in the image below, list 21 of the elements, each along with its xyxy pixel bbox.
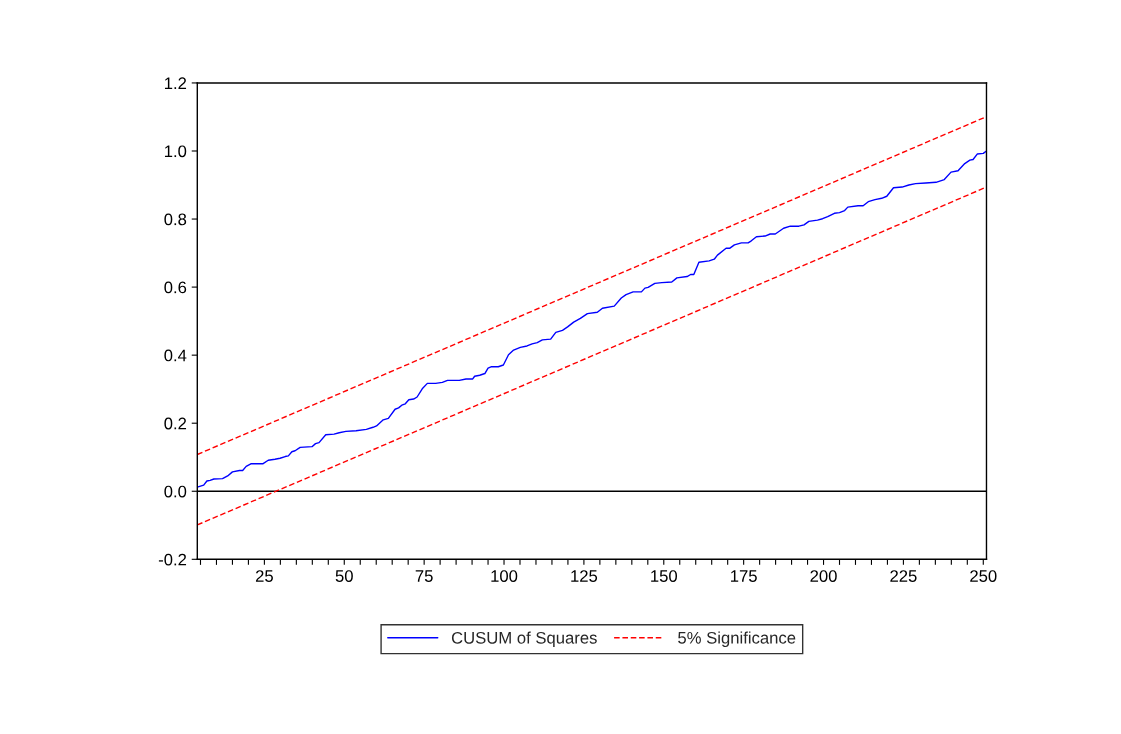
x-tick-label: 200: [810, 570, 837, 582]
y-tick-label: 1.0: [164, 145, 187, 158]
x-tick-label: 175: [731, 570, 757, 582]
x-tick-label: 225: [890, 570, 917, 582]
y-tick-label: 0.0: [164, 485, 187, 498]
y-tick-label: 0.8: [164, 213, 187, 226]
y-tick-label: 0.2: [164, 417, 187, 430]
y-tick-label: 0.6: [164, 281, 187, 294]
x-tick-label: 150: [651, 570, 678, 582]
x-tick-label: 125: [571, 570, 598, 582]
line-series: [197, 150, 987, 488]
x-tick-label: 100: [491, 570, 518, 582]
y-tick-label: 0.4: [164, 349, 187, 362]
x-tick-label: 250: [970, 570, 997, 582]
x-tick-label: 25: [255, 570, 273, 582]
x-tick-label: 75: [415, 570, 433, 582]
y-tick-label: -0.2: [158, 553, 187, 566]
legend-label: 5% Significance: [678, 631, 796, 648]
x-tick-label: 50: [335, 570, 353, 582]
legend-label: CUSUM of Squares: [451, 631, 597, 648]
y-tick-label: 1.2: [164, 77, 187, 89]
